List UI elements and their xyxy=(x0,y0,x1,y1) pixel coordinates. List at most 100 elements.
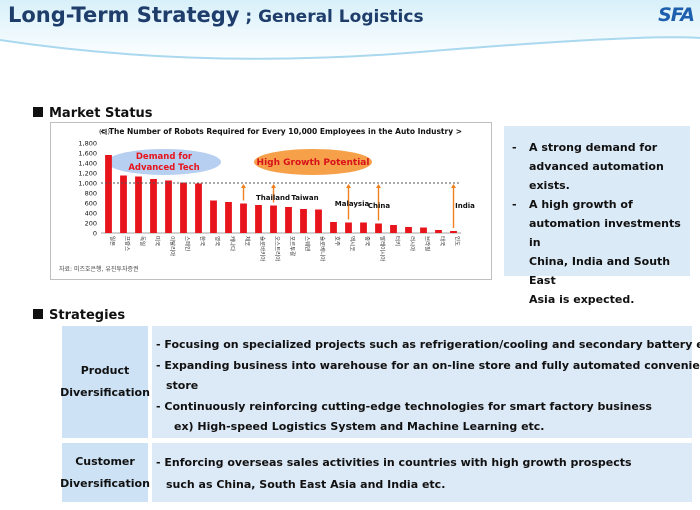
label-line: Customer xyxy=(75,454,135,468)
label-line: Diversification xyxy=(60,386,150,399)
annotation-growth: High Growth Potential xyxy=(257,158,370,168)
side-note-item: -A strong demand for advanced automation e… xyxy=(512,138,684,195)
x-tick-label: 미국 xyxy=(154,236,162,246)
chart-bar xyxy=(375,223,382,233)
x-tick-label: 한국 xyxy=(199,236,206,246)
robots-chart: (대) < The Number of Robots Required for E… xyxy=(50,122,492,280)
china-arrow-head xyxy=(376,184,381,188)
chart-bar xyxy=(420,227,427,233)
x-tick-label: 독일 xyxy=(139,236,147,246)
strategies-label: Strategies xyxy=(49,308,126,323)
market-status-heading: Market Status xyxy=(33,106,153,121)
chart-bar xyxy=(165,180,172,233)
x-tick-label: 호주 xyxy=(334,236,341,246)
chart-title: < The Number of Robots Required for Ever… xyxy=(100,127,462,136)
chart-bar xyxy=(180,182,187,233)
strategies-table: Product Diversification - Focusing on spe… xyxy=(60,326,700,504)
market-status-label: Market Status xyxy=(49,106,153,121)
demand-ellipse xyxy=(107,149,221,175)
side-note-line: A strong demand for xyxy=(529,141,658,154)
chart-bar xyxy=(345,222,352,233)
strategy-item: - Enforcing overseas sales activities in… xyxy=(156,456,632,469)
chart-bar xyxy=(105,155,112,233)
chart-bar xyxy=(315,209,322,233)
x-tick-label: 멕시코 xyxy=(349,236,356,251)
strategy-item: ex) High-speed Logistics System and Mach… xyxy=(174,420,545,433)
side-note-line: A high growth of xyxy=(529,198,633,211)
strategy-row-product: Product Diversification - Focusing on spe… xyxy=(60,326,700,438)
side-note-line: Asia is expected. xyxy=(529,293,635,306)
annotation-demand-line1: Demand for xyxy=(136,152,193,162)
bullet-square-icon xyxy=(33,107,43,117)
header-wave-decoration xyxy=(0,36,700,70)
dash-bullet: - xyxy=(512,141,517,154)
annotation-china: China xyxy=(368,202,391,210)
x-tick-label: 슬로바키아 xyxy=(259,236,267,261)
chart-bar xyxy=(360,222,367,233)
side-note-item: -A high growth of automation investments … xyxy=(512,195,684,309)
y-tick-label: 800 xyxy=(85,190,97,198)
x-tick-label: 오스트리아 xyxy=(274,236,282,261)
chart-bar xyxy=(300,209,307,233)
chart-bar xyxy=(255,205,262,233)
thailand-arrow-head xyxy=(241,184,246,188)
strategy-row-body: - Focusing on specialized projects such … xyxy=(152,326,700,438)
chart-bar xyxy=(390,225,397,233)
x-tick-label: 일본 xyxy=(109,236,117,246)
annotation-thailand: Thailand xyxy=(256,194,290,202)
x-tick-label: 슬로베니아 xyxy=(319,236,327,261)
chart-bar xyxy=(405,227,412,233)
x-tick-label: 브라질 xyxy=(424,236,432,251)
chart-bar xyxy=(135,176,142,233)
side-note-list: -A strong demand for advanced automation e… xyxy=(504,126,690,309)
x-tick-label: 영국 xyxy=(214,236,222,246)
slide-title: Long-Term Strategy ; General Logistics xyxy=(8,3,424,27)
y-tick-label: 1,600 xyxy=(78,150,97,158)
malaysia-arrow-head xyxy=(346,184,351,188)
y-tick-label: 600 xyxy=(85,200,97,208)
y-tick-label: 1,800 xyxy=(78,140,97,148)
side-note-line: exists. xyxy=(529,179,570,192)
strategy-row-label: Customer Diversification xyxy=(60,443,150,502)
taiwan-arrow-head xyxy=(271,184,276,188)
strategy-item: - Expanding business into warehouse for … xyxy=(156,359,700,372)
y-tick-label: 1,200 xyxy=(78,170,97,178)
side-note-line: automation investments in xyxy=(529,217,681,249)
x-tick-label: 이탈리아 xyxy=(169,236,177,256)
side-note-line: China, India and South East xyxy=(529,255,671,287)
strategy-row-label: Product Diversification xyxy=(60,326,150,438)
chart-bar xyxy=(150,179,157,233)
x-tick-label: 포르투갈 xyxy=(289,236,297,256)
company-logo: SFA xyxy=(658,4,695,26)
strategy-item: - Continuously reinforcing cutting-edge … xyxy=(156,400,652,413)
x-tick-label: 프랑스 xyxy=(124,236,131,251)
chart-bar xyxy=(210,200,217,233)
x-tick-label: 중국 xyxy=(364,236,371,246)
y-tick-label: 0 xyxy=(93,230,97,238)
x-tick-label: 체코 xyxy=(244,236,252,246)
slide-header: Long-Term Strategy ; General Logistics S… xyxy=(0,0,700,70)
dash-bullet: - xyxy=(512,198,517,211)
annotation-malaysia: Malaysia xyxy=(335,200,370,208)
strategy-item: store xyxy=(166,379,199,392)
chart-bar xyxy=(330,222,337,233)
chart-unit-label: (대) xyxy=(99,128,110,136)
chart-bar xyxy=(240,203,247,233)
y-tick-label: 1,400 xyxy=(78,160,97,168)
title-sub: ; General Logistics xyxy=(239,7,424,27)
annotation-demand-line2: Advanced Tech xyxy=(128,163,199,173)
robots-chart-svg: (대)< The Number of Robots Required for E… xyxy=(59,127,475,273)
chart-bar xyxy=(435,230,442,233)
strategy-row-customer: Customer Diversification - Enforcing over… xyxy=(60,443,692,502)
title-main: Long-Term Strategy xyxy=(8,3,240,27)
y-tick-label: 400 xyxy=(85,210,97,218)
x-tick-label: 태국 xyxy=(439,236,447,246)
chart-bar xyxy=(225,202,232,233)
x-tick-label: 말레이시아 xyxy=(379,236,387,261)
chart-bar xyxy=(450,231,457,233)
chart-source: 자료: 미즈호은행, 유진투자증권 xyxy=(59,265,139,273)
chart-bar xyxy=(120,175,127,233)
y-tick-label: 1,000 xyxy=(78,180,97,188)
annotation-india: India xyxy=(455,202,475,210)
growth-ellipse xyxy=(254,149,372,175)
